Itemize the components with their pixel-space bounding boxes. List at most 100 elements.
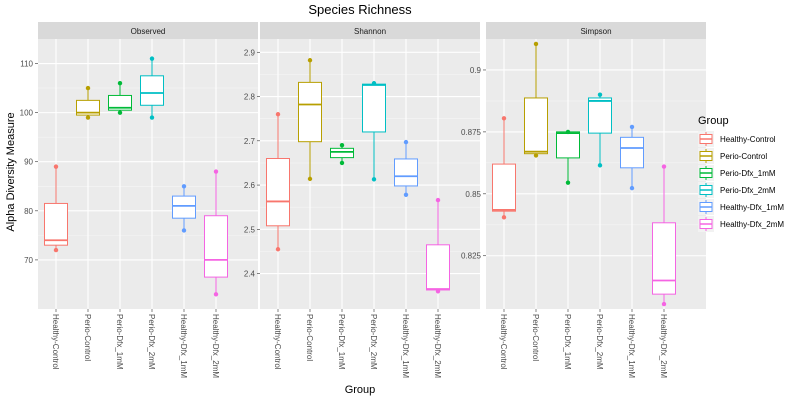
legend: Group Healthy-Control Perio-Control Perio-… bbox=[698, 115, 784, 232]
y-tick-label: 70 bbox=[24, 256, 33, 265]
facet-panels: Observed 70 80 90 100 110 Healthy-Control Perio… bbox=[20, 22, 706, 378]
box-iqr bbox=[492, 163, 516, 212]
data-point bbox=[435, 197, 441, 203]
data-point bbox=[149, 56, 155, 61]
y-tick-label: 2.5 bbox=[244, 225, 256, 234]
facet-strip-label: Shannon bbox=[354, 27, 386, 36]
facet-strip-label: Observed bbox=[131, 27, 166, 36]
data-point bbox=[117, 80, 123, 86]
x-tick-label: Perio-Dfx_2mM bbox=[595, 314, 604, 370]
box-iqr bbox=[556, 131, 580, 159]
data-point bbox=[149, 115, 155, 120]
box-iqr bbox=[76, 99, 100, 116]
data-point bbox=[371, 81, 377, 86]
data-point bbox=[403, 139, 409, 145]
facet-strip-label: Simpson bbox=[580, 27, 611, 36]
y-tick-label: 110 bbox=[20, 60, 33, 69]
legend-label: Healthy-Dfx_1mM bbox=[720, 203, 784, 212]
data-point bbox=[371, 177, 377, 182]
x-tick-label: Perio-Dfx_1mM bbox=[563, 314, 572, 370]
x-tick-label: Healthy-Dfx_2mM bbox=[433, 314, 442, 378]
legend-label: Perio-Dfx_1mM bbox=[720, 169, 776, 178]
box-healthy-dfx_2mm bbox=[204, 169, 228, 297]
x-tick-label: Healthy-Control bbox=[273, 314, 282, 370]
legend-item-perio-control: Perio-Control bbox=[698, 148, 767, 164]
data-point bbox=[213, 169, 219, 174]
data-point bbox=[629, 124, 635, 130]
data-point bbox=[597, 92, 603, 97]
legend-label: Perio-Control bbox=[720, 152, 767, 161]
box-iqr bbox=[652, 222, 676, 295]
data-point bbox=[181, 184, 187, 189]
data-point bbox=[85, 85, 91, 91]
box-perio-dfx_2mm bbox=[362, 81, 386, 182]
y-axis-title: Alpha Diversity Measure bbox=[5, 112, 17, 231]
data-point bbox=[501, 116, 507, 121]
panel-shannon: Shannon 2.4 2.5 2.6 2.7 2.8 2.9 Healthy-Control… bbox=[244, 22, 480, 378]
x-tick-label: Perio-Control bbox=[531, 314, 540, 361]
box-iqr bbox=[204, 215, 228, 278]
box-perio-dfx_2mm bbox=[588, 92, 612, 168]
y-tick-label: 80 bbox=[24, 207, 33, 216]
data-point bbox=[661, 164, 667, 169]
y-tick-label: 2.8 bbox=[244, 93, 256, 102]
box-iqr bbox=[172, 195, 196, 219]
y-tick-label: 2.4 bbox=[244, 270, 256, 279]
y-tick-label: 0.9 bbox=[470, 66, 482, 75]
data-point bbox=[307, 176, 313, 182]
legend-label: Healthy-Control bbox=[720, 135, 776, 144]
data-point bbox=[533, 41, 539, 47]
data-point bbox=[533, 153, 539, 158]
data-point bbox=[339, 143, 345, 148]
box-healthy-dfx_1mm bbox=[394, 139, 418, 198]
facet-strip bbox=[260, 22, 480, 39]
y-tick-label: 90 bbox=[24, 158, 33, 167]
x-tick-label: Healthy-Control bbox=[499, 314, 508, 370]
data-point bbox=[53, 247, 59, 253]
x-tick-label: Healthy-Dfx_2mM bbox=[659, 314, 668, 378]
data-point bbox=[307, 58, 313, 63]
box-healthy-dfx_2mm bbox=[426, 197, 450, 294]
box-iqr bbox=[394, 158, 418, 187]
box-iqr bbox=[266, 158, 290, 227]
legend-label: Healthy-Dfx_2mM bbox=[720, 220, 784, 229]
x-tick-label: Perio-Control bbox=[83, 314, 92, 361]
box-iqr bbox=[108, 94, 132, 111]
facet-strip bbox=[38, 22, 258, 39]
data-point bbox=[501, 215, 507, 220]
data-point bbox=[53, 164, 59, 169]
box-iqr bbox=[426, 244, 450, 291]
legend-title: Group bbox=[698, 115, 729, 127]
box-healthy-dfx_2mm bbox=[652, 164, 676, 307]
data-point bbox=[85, 115, 91, 120]
x-tick-label: Perio-Dfx_2mM bbox=[369, 314, 378, 370]
box-healthy-control bbox=[492, 116, 516, 220]
x-tick-label: Healthy-Dfx_1mM bbox=[627, 314, 636, 378]
y-tick-label: 0.875 bbox=[461, 128, 482, 137]
box-perio-dfx_1mm bbox=[330, 143, 354, 166]
x-tick-label: Perio-Dfx_1mM bbox=[337, 314, 346, 370]
data-point bbox=[181, 228, 187, 233]
data-point bbox=[275, 112, 281, 117]
x-tick-label: Perio-Dfx_2mM bbox=[147, 314, 156, 370]
legend-item-healthy-dfx_1mm: Healthy-Dfx_1mM bbox=[698, 199, 784, 215]
panel-observed: Observed 70 80 90 100 110 Healthy-Control Perio… bbox=[20, 22, 258, 378]
box-healthy-dfx_1mm bbox=[620, 124, 644, 191]
box-perio-dfx_2mm bbox=[140, 56, 164, 120]
box-perio-dfx_1mm bbox=[556, 129, 580, 185]
box-perio-control bbox=[524, 41, 548, 158]
data-point bbox=[597, 163, 603, 168]
x-axis-title: Group bbox=[345, 384, 376, 396]
data-point bbox=[565, 180, 571, 185]
box-perio-control bbox=[76, 85, 100, 120]
box-iqr bbox=[588, 97, 612, 134]
y-tick-label: 2.9 bbox=[244, 48, 256, 57]
legend-item-healthy-control: Healthy-Control bbox=[698, 131, 776, 147]
y-tick-label: 0.85 bbox=[465, 190, 481, 199]
data-point bbox=[339, 160, 345, 166]
y-tick-label: 2.6 bbox=[244, 181, 256, 190]
x-tick-label: Healthy-Dfx_2mM bbox=[211, 314, 220, 378]
data-point bbox=[629, 185, 635, 191]
x-tick-label: Perio-Control bbox=[305, 314, 314, 361]
